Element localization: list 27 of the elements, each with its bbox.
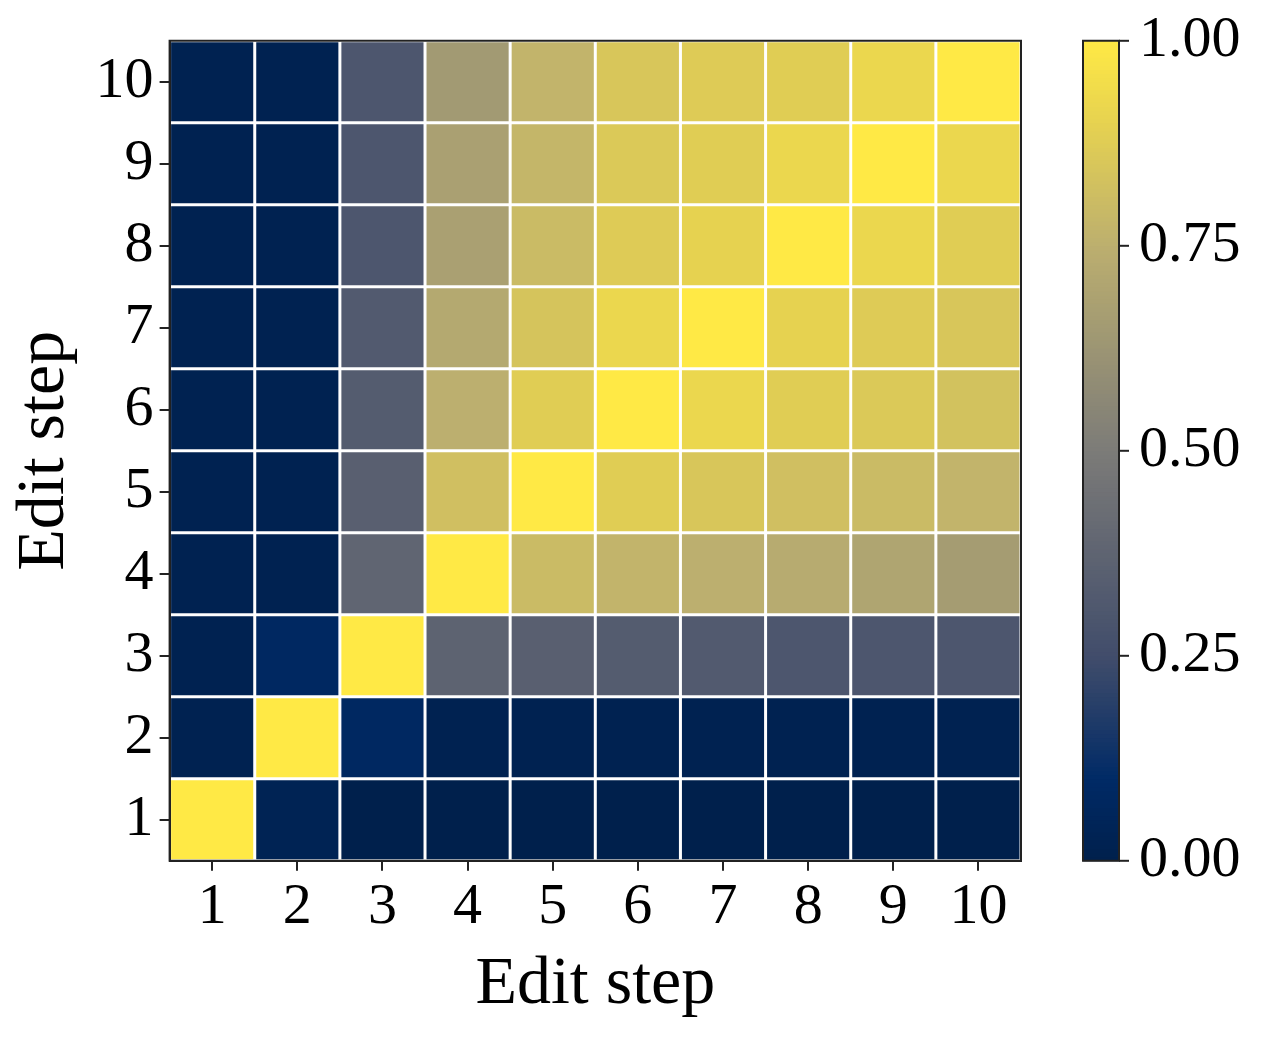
y-tick-label: 1: [124, 783, 154, 849]
y-tick-label: 4: [124, 537, 154, 603]
y-tick-label: 2: [124, 701, 154, 767]
y-tick-label: 6: [124, 373, 154, 439]
y-tick-label: 7: [124, 291, 154, 357]
color-bar-label: 0.00: [1139, 824, 1241, 890]
x-tick-label: 10: [949, 870, 1008, 936]
x-tick-label: 8: [793, 870, 823, 936]
x-tick-label: 2: [282, 870, 312, 936]
y-tick-label: 10: [95, 45, 154, 111]
color-bar-label: 0.75: [1139, 209, 1241, 275]
x-tick-label: 1: [197, 870, 227, 936]
y-tick-label: 9: [124, 127, 154, 193]
y-tick-label: 3: [124, 619, 154, 685]
x-tick-label: 4: [453, 870, 483, 936]
y-tick-label: 5: [124, 455, 154, 521]
x-tick-label: 5: [538, 870, 568, 936]
x-tick-label: 6: [623, 870, 653, 936]
color-bar-label: 0.25: [1139, 619, 1241, 685]
color-bar-label: 1.00: [1139, 4, 1241, 70]
color-bar-label: 0.50: [1139, 414, 1241, 480]
x-axis-title: Edit step: [475, 942, 716, 1019]
x-tick-label: 3: [367, 870, 397, 936]
y-tick-label: 8: [124, 209, 154, 275]
x-tick-label: 9: [878, 870, 908, 936]
y-axis-title: Edit step: [1, 330, 78, 571]
x-tick-label: 7: [708, 870, 738, 936]
